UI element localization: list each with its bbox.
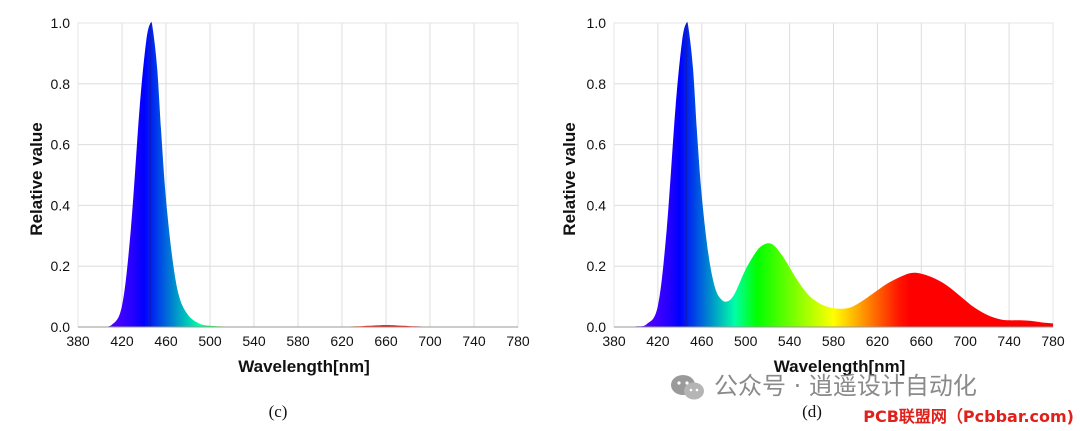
y-axis-title: Relative value [27, 122, 46, 235]
y-tick-label: 1.0 [587, 15, 607, 31]
y-tick-label: 0.4 [51, 197, 71, 213]
y-tick-label: 0.6 [587, 137, 607, 153]
x-tick-label: 620 [866, 333, 890, 349]
x-axis-title: Wavelength[nm] [238, 357, 370, 376]
x-tick-label: 700 [418, 333, 442, 349]
y-tick-label: 1.0 [51, 15, 71, 31]
y-axis-title: Relative value [560, 122, 579, 235]
x-tick-label: 780 [506, 333, 530, 349]
x-tick-label: 620 [330, 333, 354, 349]
watermark-caption: 公众号 · 逍遥设计自动化 [714, 372, 977, 400]
x-tick-label: 460 [690, 333, 714, 349]
watermark: 公众号 · 逍遥设计自动化 PCB联盟网（Pcbbar.com) [671, 372, 1074, 426]
x-tick-label: 660 [374, 333, 398, 349]
y-tick-label: 0.8 [587, 76, 607, 92]
x-tick-label: 700 [954, 333, 978, 349]
x-tick-label: 580 [286, 333, 310, 349]
y-tick-label: 0.0 [587, 319, 607, 335]
x-tick-label: 660 [910, 333, 934, 349]
chart-d: 380 420 460 500 540 580 620 660 700 740 780 0.0 0.2 0… [560, 15, 1065, 376]
x-tick-label: 740 [997, 333, 1021, 349]
y-tick-label: 0.2 [587, 258, 607, 274]
wechat-icon [671, 375, 704, 400]
x-tick-label: 540 [778, 333, 802, 349]
y-tick-label: 0.2 [51, 258, 71, 274]
x-tick-label: 500 [734, 333, 758, 349]
y-tick-label: 0.6 [51, 137, 71, 153]
x-tick-label: 460 [154, 333, 178, 349]
y-tick-label: 0.4 [587, 197, 607, 213]
x-axis-title: Wavelength[nm] [774, 357, 906, 376]
x-tick-label: 380 [66, 333, 90, 349]
x-tick-label: 580 [822, 333, 846, 349]
watermark-source: PCB联盟网（Pcbbar.com) [863, 407, 1074, 426]
x-tick-label: 420 [646, 333, 670, 349]
x-tick-label: 420 [110, 333, 134, 349]
chart-c: 380 420 460 500 540 580 620 660 700 740 780 0.0 0.2 0… [27, 15, 530, 376]
panel-label-c: (c) [269, 402, 288, 421]
x-tick-label: 540 [242, 333, 266, 349]
x-tick-label: 740 [462, 333, 486, 349]
y-tick-label: 0.0 [51, 319, 71, 335]
x-tick-label: 780 [1041, 333, 1065, 349]
y-tick-label: 0.8 [51, 76, 71, 92]
x-tick-label: 500 [198, 333, 222, 349]
x-tick-label: 380 [602, 333, 626, 349]
panel-label-d: (d) [802, 402, 822, 421]
